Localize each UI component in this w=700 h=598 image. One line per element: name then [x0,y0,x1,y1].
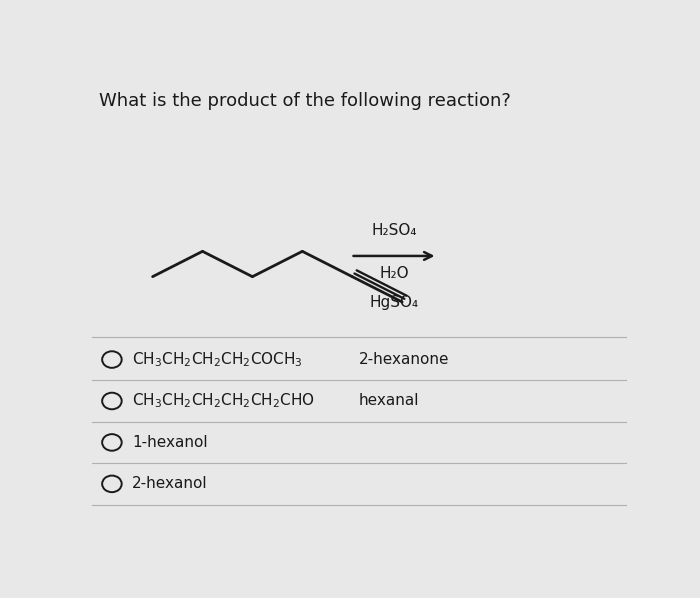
Text: H₂O: H₂O [379,266,409,281]
Text: hexanal: hexanal [358,393,419,408]
Text: 2-hexanone: 2-hexanone [358,352,449,367]
Text: H₂SO₄: H₂SO₄ [371,224,416,239]
Text: What is the product of the following reaction?: What is the product of the following rea… [99,93,511,111]
Text: 1-hexanol: 1-hexanol [132,435,208,450]
Text: HgSO₄: HgSO₄ [370,295,419,310]
Text: 2-hexanol: 2-hexanol [132,477,208,492]
Text: $\mathregular{CH_3CH_2CH_2CH_2COCH_3}$: $\mathregular{CH_3CH_2CH_2CH_2COCH_3}$ [132,350,303,369]
Text: $\mathregular{CH_3CH_2CH_2CH_2CH_2CHO}$: $\mathregular{CH_3CH_2CH_2CH_2CH_2CHO}$ [132,392,315,410]
